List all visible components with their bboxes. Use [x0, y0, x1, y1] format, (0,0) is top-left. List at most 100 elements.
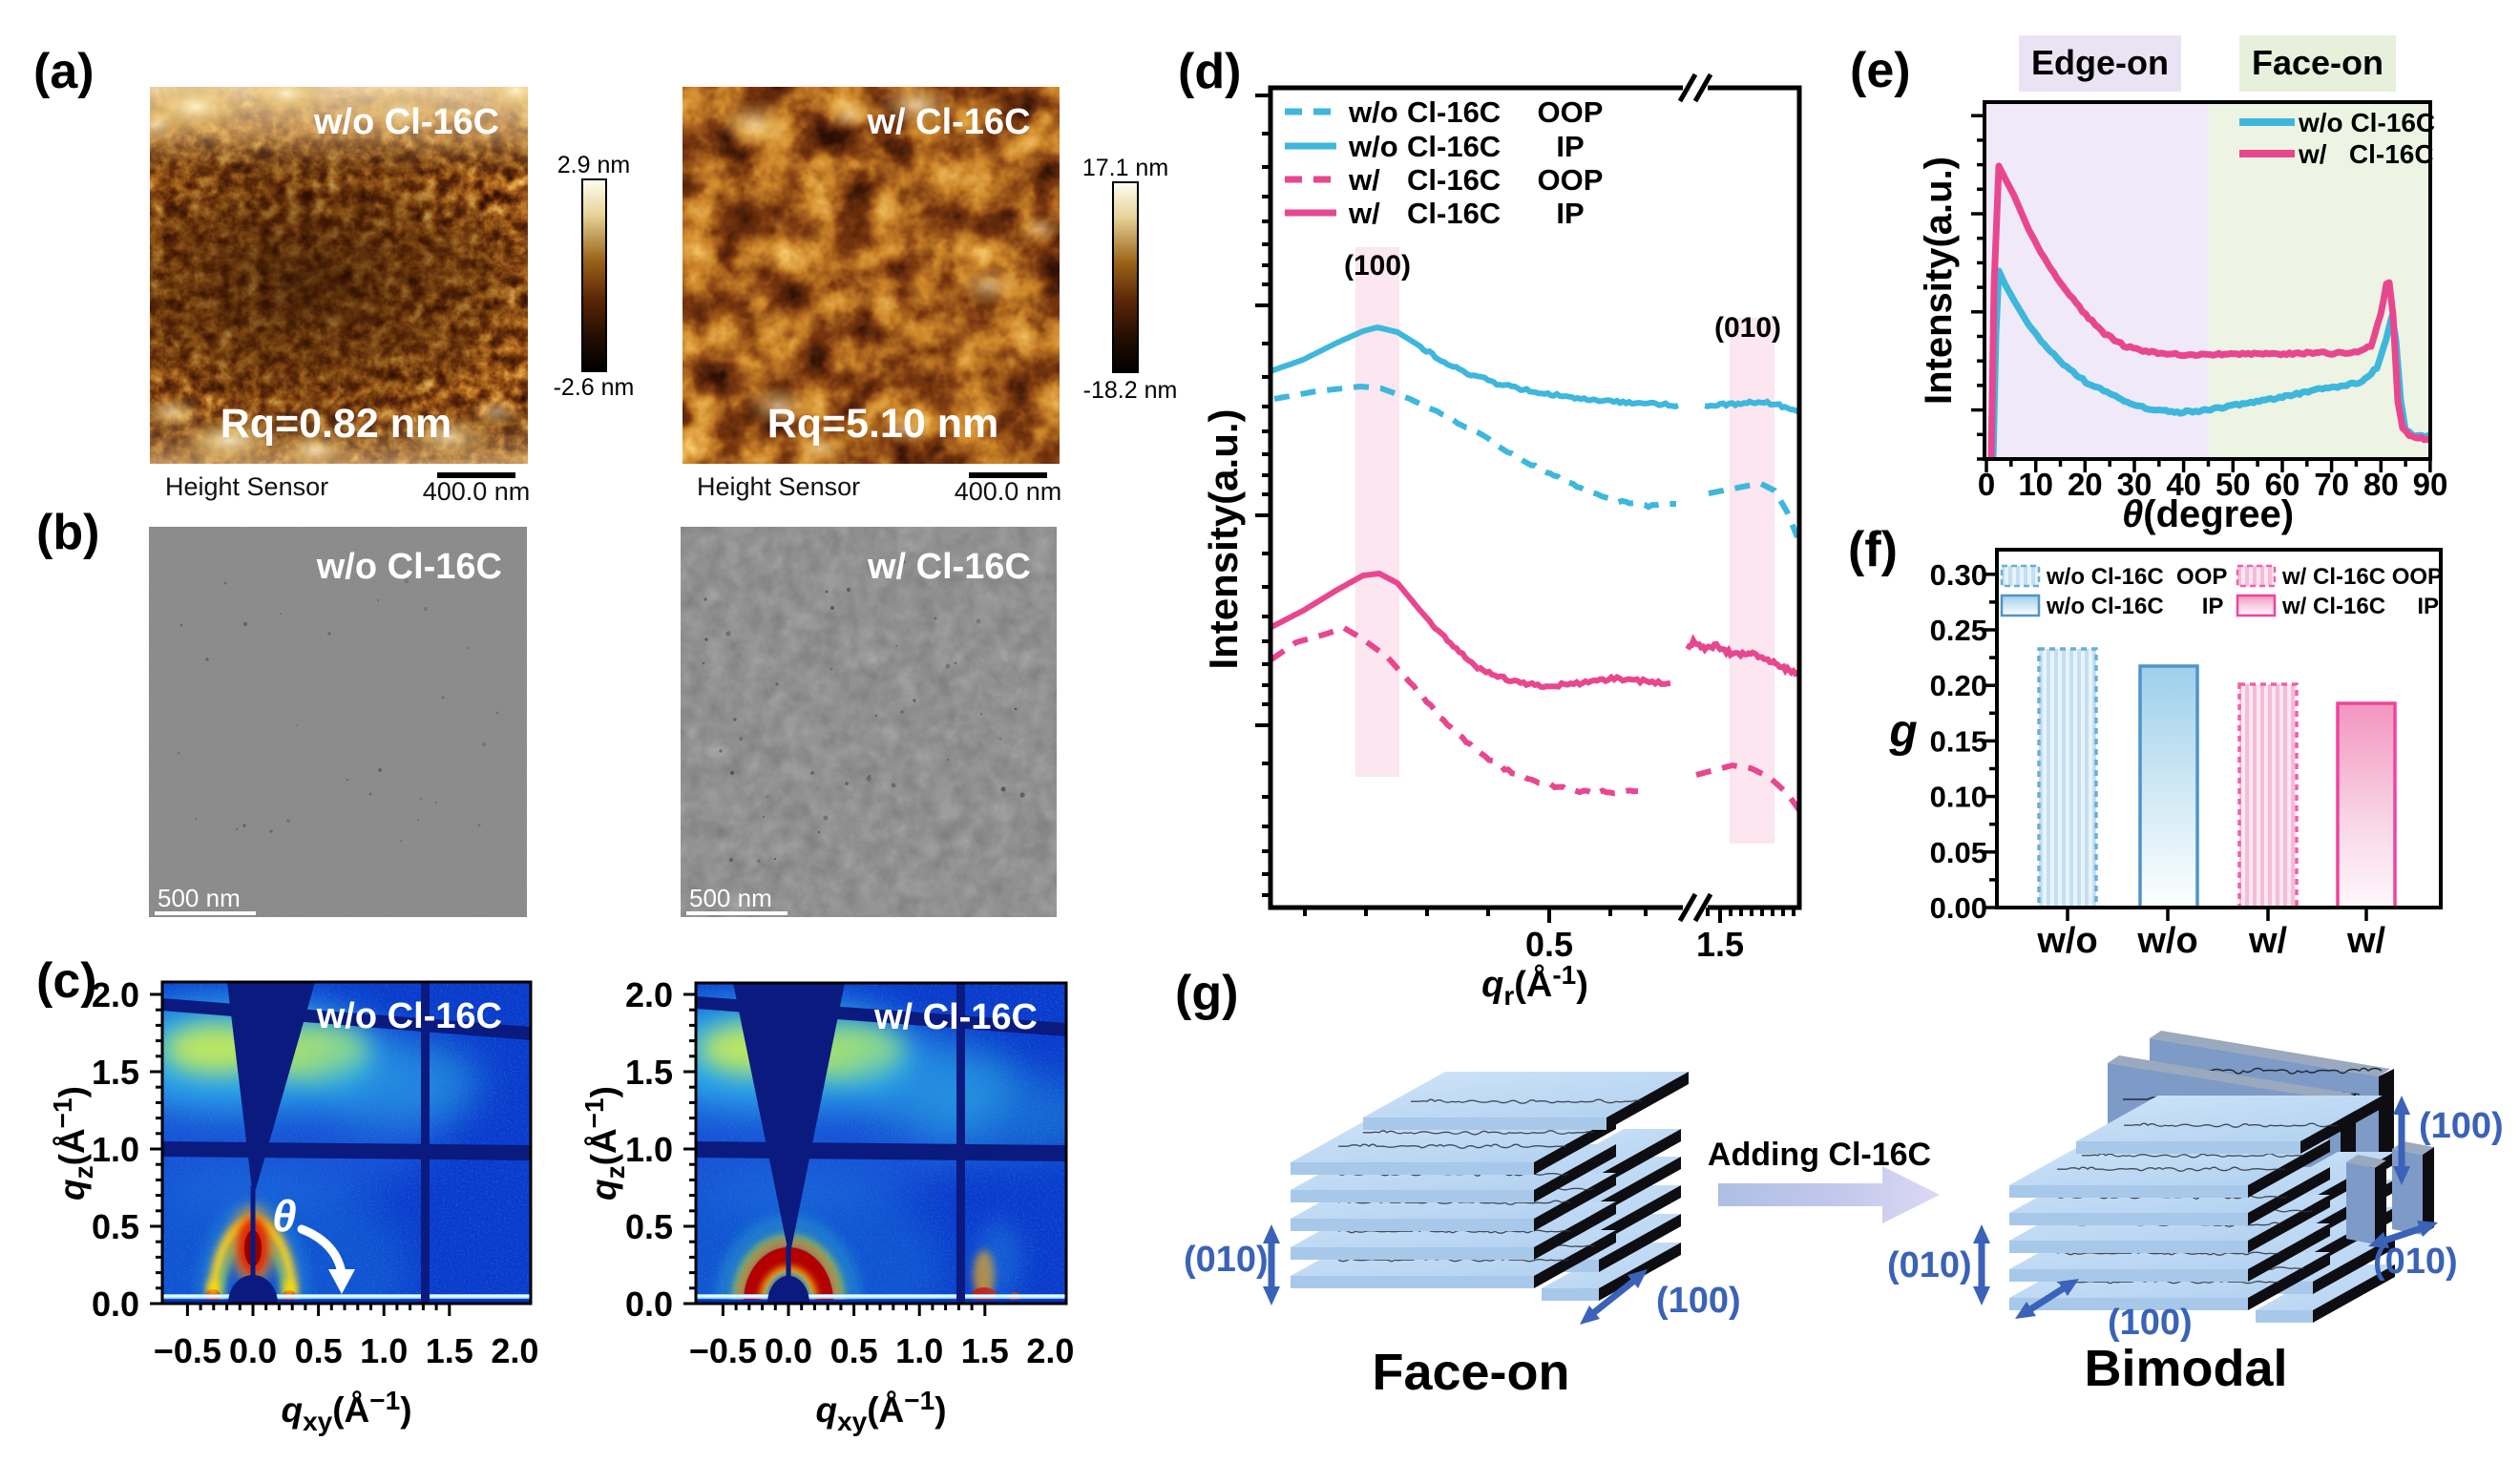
svg-text:0.0: 0.0 — [765, 1331, 812, 1370]
svg-text:1.0: 1.0 — [895, 1331, 943, 1370]
svg-text:w/ Cl-16C: w/ Cl-16C — [2298, 139, 2434, 169]
svg-text:(010): (010) — [1887, 1245, 1972, 1285]
svg-text:2.9 nm: 2.9 nm — [557, 152, 630, 178]
svg-text:30: 30 — [2117, 467, 2152, 502]
svg-text:500 nm: 500 nm — [158, 884, 241, 912]
svg-text:w/o Cl-16C: w/o Cl-16C — [313, 102, 499, 142]
svg-text:(e): (e) — [1850, 43, 1911, 98]
svg-text:1.0: 1.0 — [360, 1331, 408, 1370]
svg-text:0.0: 0.0 — [625, 1284, 673, 1324]
svg-text:0.0: 0.0 — [92, 1284, 139, 1324]
svg-text:θ(degree): θ(degree) — [2122, 493, 2294, 535]
svg-text:(010): (010) — [1184, 1240, 1269, 1280]
svg-text:w/: w/ — [2346, 921, 2386, 961]
svg-text:w/o Cl-16C: w/o Cl-16C — [316, 996, 502, 1036]
svg-text:500 nm: 500 nm — [689, 884, 772, 912]
svg-text:−0.5: −0.5 — [689, 1331, 757, 1370]
svg-text:80: 80 — [2363, 467, 2399, 502]
svg-text:w/ Cl-16C OOP: w/ Cl-16C OOP — [2281, 564, 2443, 590]
svg-text:Intensity(a.u.): Intensity(a.u.) — [1201, 408, 1246, 669]
svg-text:0.0: 0.0 — [229, 1331, 277, 1370]
svg-text:Adding Cl-16C: Adding Cl-16C — [1708, 1137, 1931, 1173]
svg-text:qz(Å−1): qz(Å−1) — [579, 1086, 630, 1201]
svg-text:2.0: 2.0 — [491, 1331, 538, 1370]
svg-text:10: 10 — [2018, 467, 2053, 502]
svg-text:Face-on: Face-on — [1372, 1344, 1569, 1401]
svg-text:70: 70 — [2314, 467, 2349, 502]
svg-text:w/o Cl-16C: w/o Cl-16C — [316, 547, 502, 587]
svg-text:1.5: 1.5 — [426, 1331, 473, 1370]
svg-text:0.5: 0.5 — [92, 1207, 139, 1246]
svg-text:90: 90 — [2413, 467, 2448, 502]
svg-text:Rq=5.10 nm: Rq=5.10 nm — [767, 401, 999, 447]
svg-text:-18.2 nm: -18.2 nm — [1083, 377, 1178, 404]
svg-text:IP: IP — [1556, 130, 1584, 163]
svg-text:w/o Cl-16C OOP: w/o Cl-16C OOP — [2046, 564, 2227, 590]
svg-text:Intensity(a.u.): Intensity(a.u.) — [1918, 157, 1960, 405]
svg-text:1.5: 1.5 — [625, 1053, 673, 1092]
svg-text:1.5: 1.5 — [92, 1053, 139, 1092]
svg-text:0.10: 0.10 — [1930, 781, 1987, 814]
svg-text:qz(Å−1): qz(Å−1) — [48, 1086, 98, 1201]
svg-text:qxy(Å−1): qxy(Å−1) — [815, 1386, 946, 1436]
svg-text:2.0: 2.0 — [92, 975, 139, 1014]
svg-text:OOP: OOP — [1538, 95, 1604, 129]
svg-text:qr(Å-1): qr(Å-1) — [1481, 960, 1588, 1011]
svg-text:w/o: w/o — [1348, 95, 1398, 129]
svg-text:w/ Cl-16C IP: w/ Cl-16C IP — [2281, 594, 2439, 619]
svg-text:g: g — [1888, 706, 1917, 757]
svg-text:60: 60 — [2265, 467, 2300, 502]
svg-text:(g): (g) — [1175, 966, 1238, 1021]
svg-text:w/: w/ — [2248, 921, 2288, 961]
svg-text:0.5: 0.5 — [1525, 925, 1573, 964]
svg-text:w/o: w/o — [2036, 921, 2097, 961]
svg-text:0.20: 0.20 — [1930, 669, 1987, 702]
svg-text:Cl-16C: Cl-16C — [1407, 130, 1501, 163]
svg-text:0.15: 0.15 — [1930, 724, 1987, 758]
svg-text:−0.5: −0.5 — [154, 1331, 221, 1370]
svg-text:w/: w/ — [1348, 163, 1380, 197]
svg-text:2.0: 2.0 — [1026, 1331, 1074, 1370]
svg-text:OOP: OOP — [1538, 163, 1604, 197]
svg-text:Cl-16C: Cl-16C — [1407, 95, 1501, 129]
svg-text:Cl-16C: Cl-16C — [1407, 197, 1501, 230]
svg-text:0.5: 0.5 — [830, 1331, 878, 1370]
svg-text:w/ Cl-16C: w/ Cl-16C — [866, 102, 1030, 142]
svg-text:(100): (100) — [2108, 1303, 2193, 1343]
svg-text:w/ Cl-16C: w/ Cl-16C — [867, 547, 1031, 587]
svg-text:(100): (100) — [1656, 1281, 1741, 1321]
svg-text:Face-on: Face-on — [2252, 43, 2384, 82]
svg-text:1.5: 1.5 — [961, 1331, 1009, 1370]
svg-text:IP: IP — [1556, 197, 1584, 230]
svg-text:(100): (100) — [2419, 1106, 2504, 1146]
svg-text:2.0: 2.0 — [625, 975, 673, 1014]
svg-text:Edge-on: Edge-on — [2031, 43, 2169, 82]
svg-text:Bimodal: Bimodal — [2084, 1340, 2287, 1397]
svg-text:w/o Cl-16C IP: w/o Cl-16C IP — [2046, 594, 2223, 619]
svg-text:(010): (010) — [2373, 1242, 2458, 1282]
svg-text:w/ Cl-16C: w/ Cl-16C — [873, 997, 1038, 1037]
svg-text:0.30: 0.30 — [1930, 558, 1987, 592]
svg-text:0.05: 0.05 — [1930, 836, 1987, 869]
svg-text:1.0: 1.0 — [92, 1130, 139, 1169]
svg-text:(a): (a) — [33, 44, 94, 99]
svg-text:40: 40 — [2166, 467, 2201, 502]
svg-text:(b): (b) — [36, 505, 99, 560]
svg-text:w/o Cl-16C: w/o Cl-16C — [2298, 108, 2435, 137]
svg-text:-2.6 nm: -2.6 nm — [554, 374, 635, 401]
svg-text:w/: w/ — [1348, 197, 1380, 230]
svg-text:17.1 nm: 17.1 nm — [1082, 155, 1168, 181]
svg-text:0.5: 0.5 — [295, 1331, 343, 1370]
svg-text:(f): (f) — [1848, 522, 1898, 577]
svg-text:qxy(Å−1): qxy(Å−1) — [281, 1386, 411, 1436]
svg-text:1.0: 1.0 — [625, 1130, 673, 1169]
svg-text:w/o: w/o — [2136, 921, 2197, 961]
svg-text:400.0 nm: 400.0 nm — [955, 477, 1062, 506]
svg-text:Cl-16C: Cl-16C — [1407, 163, 1501, 197]
svg-text:(100): (100) — [1344, 250, 1411, 282]
svg-text:Height Sensor: Height Sensor — [165, 472, 328, 501]
svg-text:0: 0 — [1978, 467, 1995, 502]
svg-text:Height Sensor: Height Sensor — [697, 472, 860, 501]
svg-text:0.25: 0.25 — [1930, 614, 1987, 647]
svg-text:(d): (d) — [1178, 44, 1241, 99]
